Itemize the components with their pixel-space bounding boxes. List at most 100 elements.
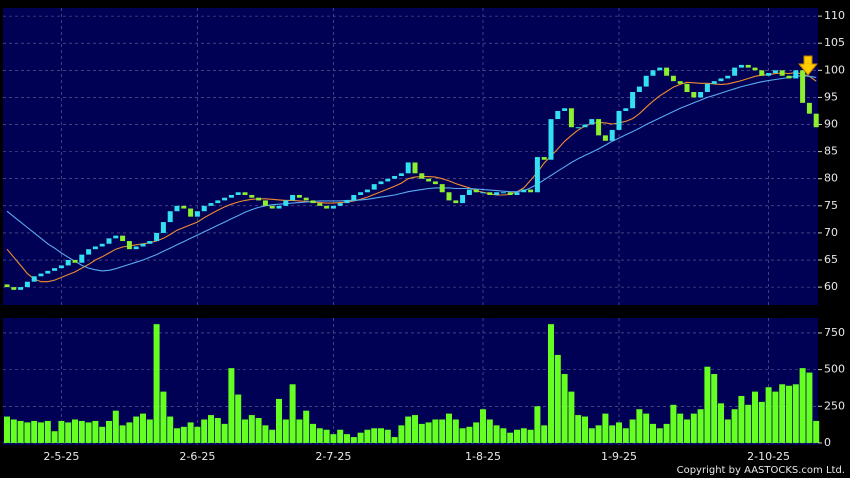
volume-bar bbox=[418, 423, 425, 443]
volume-bar bbox=[486, 419, 493, 443]
volume-bar bbox=[330, 434, 337, 443]
x-tick-label: 1-8-25 bbox=[465, 450, 501, 463]
candle-body bbox=[704, 83, 710, 93]
candle-body bbox=[623, 108, 629, 111]
candle-body bbox=[330, 205, 336, 209]
volume-bar bbox=[174, 428, 180, 443]
candle-body bbox=[208, 203, 214, 206]
candle-body bbox=[65, 260, 71, 266]
volume-bar bbox=[228, 368, 235, 443]
candle-body bbox=[650, 70, 656, 76]
candle-body bbox=[684, 83, 690, 93]
volume-bar bbox=[670, 404, 677, 443]
volume-bar bbox=[514, 429, 520, 443]
candle-body bbox=[296, 194, 302, 198]
volume-bar bbox=[452, 419, 459, 443]
y-tick-label: 80 bbox=[824, 172, 838, 185]
candle-body bbox=[473, 189, 479, 193]
candle-body bbox=[453, 200, 459, 204]
volume-bar bbox=[568, 391, 575, 443]
volume-bar bbox=[412, 415, 418, 443]
volume-bar bbox=[561, 374, 568, 443]
candle-body bbox=[779, 70, 785, 76]
volume-bar bbox=[65, 422, 72, 443]
volume-bar bbox=[24, 422, 31, 443]
volume-bar bbox=[119, 425, 126, 443]
candle-body bbox=[120, 235, 126, 242]
volume-bar bbox=[269, 429, 276, 443]
candle-body bbox=[242, 192, 248, 195]
volume-bar bbox=[262, 425, 269, 443]
candle-body bbox=[4, 284, 10, 288]
volume-bar bbox=[242, 419, 248, 443]
candle-body bbox=[562, 108, 568, 111]
volume-bar bbox=[310, 423, 316, 443]
volume-bar bbox=[663, 423, 670, 443]
candle-body bbox=[738, 64, 744, 68]
volume-bar bbox=[711, 374, 718, 443]
x-tick-label: 1-9-25 bbox=[601, 450, 637, 463]
candle-body bbox=[147, 241, 153, 244]
candle-body bbox=[732, 67, 738, 76]
candle-body bbox=[358, 192, 364, 195]
candle-body bbox=[86, 249, 92, 255]
volume-bar bbox=[425, 422, 432, 443]
volume-bar bbox=[78, 420, 85, 443]
volume-bar bbox=[378, 428, 384, 443]
candle-body bbox=[160, 222, 166, 233]
candle-body bbox=[670, 75, 676, 82]
candle-body bbox=[582, 124, 588, 128]
volume-bar bbox=[201, 419, 208, 443]
x-tick-label: 2-5-25 bbox=[43, 450, 79, 463]
candle-body bbox=[310, 200, 316, 204]
volume-bar bbox=[554, 354, 561, 443]
volume-bar bbox=[282, 419, 289, 443]
volume-bar bbox=[446, 413, 452, 443]
volume-bar bbox=[616, 422, 622, 443]
volume-bar bbox=[629, 419, 636, 443]
y-tick-label: 60 bbox=[824, 280, 838, 293]
volume-bar bbox=[350, 437, 357, 443]
candle-body bbox=[113, 235, 119, 239]
candle-body bbox=[283, 200, 289, 206]
candle-body bbox=[752, 67, 758, 71]
y-tick-label: 95 bbox=[824, 90, 838, 103]
candle-body bbox=[72, 260, 78, 263]
candle-body bbox=[514, 192, 520, 195]
volume-bar bbox=[85, 422, 92, 443]
volume-bar bbox=[248, 415, 255, 443]
candle-body bbox=[766, 73, 772, 76]
candle-body bbox=[439, 184, 445, 193]
volume-bar bbox=[745, 404, 752, 443]
volume-bar bbox=[167, 416, 174, 443]
candle-body bbox=[262, 200, 268, 206]
volume-bar bbox=[738, 396, 745, 443]
volume-bar bbox=[194, 426, 201, 443]
candle-body bbox=[800, 70, 806, 103]
candle-body bbox=[52, 268, 58, 271]
y-tick-label: 750 bbox=[824, 326, 845, 339]
candle-body bbox=[419, 173, 425, 179]
candle-body bbox=[677, 81, 683, 84]
volume-bar bbox=[323, 429, 330, 443]
volume-bar bbox=[398, 425, 405, 443]
candle-body bbox=[269, 205, 275, 209]
candle-body bbox=[636, 86, 642, 93]
candle-body bbox=[337, 203, 343, 206]
x-tick-label: 2-10-25 bbox=[747, 450, 790, 463]
candle-body bbox=[126, 241, 132, 250]
candle-body bbox=[555, 110, 561, 120]
candle-body bbox=[568, 108, 574, 128]
volume-bar bbox=[792, 384, 799, 443]
volume-bar bbox=[684, 419, 690, 443]
candle-body bbox=[657, 67, 663, 71]
volume-bar bbox=[17, 420, 24, 443]
volume-bar bbox=[72, 419, 78, 443]
candle-body bbox=[24, 281, 30, 288]
candle-body bbox=[630, 92, 636, 109]
volume-bar bbox=[772, 391, 779, 443]
copyright: Copyright by AASTOCKS.com Ltd. bbox=[677, 465, 845, 476]
volume-bar bbox=[221, 423, 228, 443]
volume-bar bbox=[303, 410, 310, 443]
volume-bar bbox=[806, 372, 813, 443]
